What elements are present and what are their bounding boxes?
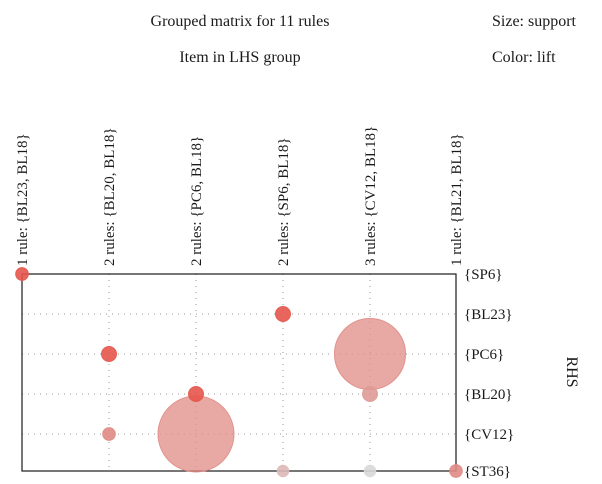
chart-title: Grouped matrix for 11 rules [151,13,330,30]
rule-point [449,464,463,478]
rule-point [363,464,377,478]
lhs-group-label: 3 rules: {CV12, BL18} [363,126,379,266]
color-legend: Color: lift [492,49,556,66]
size-legend: Size: support [492,13,577,30]
x-axis-label: Item in LHS group [179,49,300,66]
plot-frame [21,273,457,472]
rule-point [102,427,116,441]
y-axis-label: RHS [563,356,580,387]
rule-point [275,306,291,322]
lhs-group-label: 2 rules: {BL20, BL18} [102,127,118,266]
rule-point [333,317,407,391]
rhs-item-label: {CV12} [464,427,514,443]
lhs-group-label: 1 rule: {BL23, BL18} [15,133,31,266]
axis-labels: 1 rule: {BL23, BL18} 2 rules: {BL20, BL18… [15,126,514,480]
rule-point [188,386,204,402]
rhs-item-label: {ST36} [464,464,511,480]
grid-lines [22,274,456,471]
points [15,267,463,478]
rhs-item-label: {BL20} [464,387,513,403]
rule-point [362,386,378,402]
rule-point [276,464,290,478]
lhs-group-label: 2 rules: {PC6, BL18} [189,136,205,266]
rule-point [15,267,29,281]
rhs-item-label: {SP6} [464,267,503,283]
rhs-item-label: {PC6} [464,347,504,363]
lhs-group-label: 2 rules: {SP6, BL18} [276,137,292,266]
rhs-item-label: {BL23} [464,307,513,323]
lhs-group-label: 1 rule: {BL21, BL18} [449,133,465,266]
rule-point [101,346,117,362]
rule-point [157,395,235,473]
